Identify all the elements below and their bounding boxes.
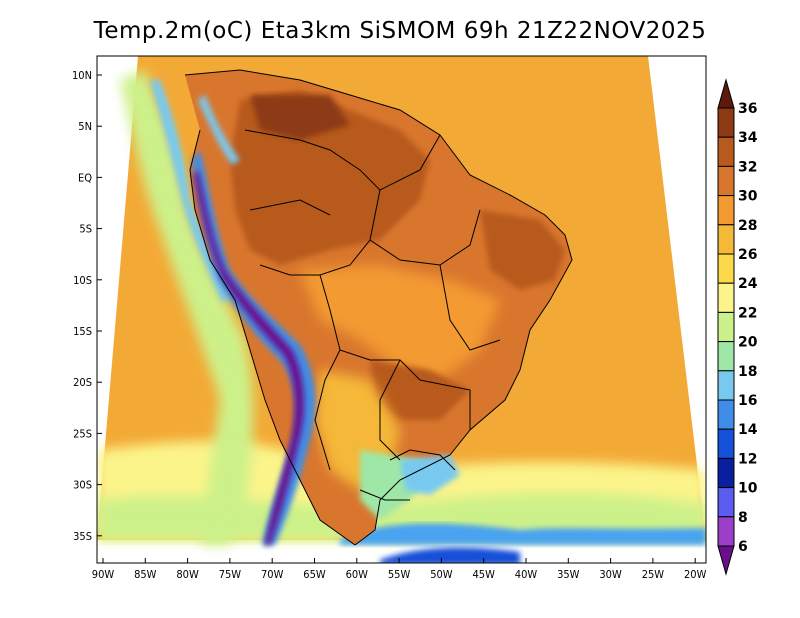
- south-ocean-green: [97, 492, 706, 540]
- andes-ridge: [192, 150, 316, 545]
- colorbar-label: 28: [738, 218, 757, 234]
- south-brazil-warm: [370, 360, 470, 420]
- latitude-axis: 10N 5N EQ 5S 10S 15S 20S 25S 30S 35S: [72, 69, 102, 543]
- colorbar-label: 26: [738, 247, 757, 263]
- lat-label: 35S: [73, 530, 92, 543]
- longitude-axis: 90W 85W 80W 75W 70W 65W 60W 55W 50W 45W 40W 35W 30W 2…: [92, 558, 707, 581]
- colorbar-segment: [717, 253, 735, 284]
- colorbar-label: 6: [738, 539, 748, 555]
- lat-label: 25S: [73, 427, 92, 440]
- colorbar-segment: [717, 107, 735, 138]
- map-frame: [96, 55, 707, 564]
- colorbar-segment: [717, 282, 735, 313]
- colorbar-label: 22: [738, 305, 757, 321]
- lon-label: 40W: [515, 568, 538, 581]
- colorbar-segment: [717, 224, 735, 255]
- pacific-blue-band: [150, 80, 230, 302]
- central-warm: [300, 265, 500, 380]
- venezuela-hot: [250, 95, 350, 140]
- colorbar-segment: [717, 487, 735, 518]
- colorbar-label: 14: [738, 422, 758, 438]
- lon-label: 65W: [303, 568, 326, 581]
- colombia-andes: [198, 95, 240, 165]
- pacific-cool-band: [120, 70, 254, 545]
- lon-label: 55W: [388, 568, 411, 581]
- colorbar-segment: [717, 457, 735, 489]
- colorbar-label: 36: [738, 101, 757, 117]
- colorbar-label: 24: [738, 276, 758, 292]
- lat-label: 5N: [78, 120, 92, 133]
- lon-label: 70W: [261, 568, 284, 581]
- colorbar-top-arrow: [717, 78, 735, 109]
- colorbar-segment: [717, 311, 735, 343]
- map-title: Temp.2m(oC) Eta3km SiSMOM 69h 21Z22NOV20…: [93, 18, 707, 44]
- colorbar-segment: [717, 195, 735, 226]
- colorbar-label: 18: [738, 364, 757, 380]
- country-borders: [184, 69, 573, 546]
- colorbar: 36 34 32 30 28 26 24 22 20 18 16 14 12 10 8 6: [717, 78, 758, 576]
- colorbar-segment: [717, 399, 735, 430]
- colorbar-segment: [717, 370, 735, 401]
- colorbar-label: 32: [738, 159, 757, 175]
- lat-label: 20S: [73, 376, 92, 389]
- colorbar-label: 10: [738, 481, 758, 497]
- lon-label: 85W: [134, 568, 157, 581]
- andes-core: [194, 170, 304, 545]
- colorbar-label: 30: [738, 189, 758, 205]
- lon-label: 20W: [684, 568, 707, 581]
- lon-label: 80W: [176, 568, 199, 581]
- colorbar-label: 20: [738, 335, 758, 351]
- colorbar-segment: [717, 516, 735, 547]
- lon-label: 90W: [92, 568, 115, 581]
- colorbar-label: 34: [738, 130, 758, 146]
- colorbar-segment: [717, 136, 735, 167]
- colorbar-bottom-arrow: [717, 545, 735, 576]
- lon-label: 30W: [599, 568, 622, 581]
- south-ocean-deep: [380, 547, 520, 563]
- colorbar-label: 8: [738, 510, 748, 526]
- lat-label: EQ: [78, 171, 92, 184]
- lon-label: 35W: [557, 568, 580, 581]
- lon-label: 60W: [346, 568, 369, 581]
- lat-label: 15S: [73, 325, 92, 338]
- colorbar-label: 12: [738, 451, 757, 467]
- colorbar-label: 16: [738, 393, 757, 409]
- colorbar-segment: [717, 428, 735, 459]
- colorbar-segment: [717, 341, 735, 372]
- lat-label: 10N: [72, 69, 92, 82]
- lon-label: 45W: [473, 568, 496, 581]
- lat-label: 30S: [73, 479, 92, 492]
- south-ocean-blue: [340, 523, 706, 545]
- lon-label: 75W: [219, 568, 242, 581]
- lon-label: 25W: [642, 568, 665, 581]
- uruguay-cool: [400, 455, 460, 495]
- lon-label: 50W: [430, 568, 453, 581]
- colorbar-segment: [717, 165, 735, 197]
- lat-label: 5S: [79, 223, 92, 236]
- lat-label: 10S: [73, 274, 92, 287]
- northeast-hot: [480, 210, 565, 290]
